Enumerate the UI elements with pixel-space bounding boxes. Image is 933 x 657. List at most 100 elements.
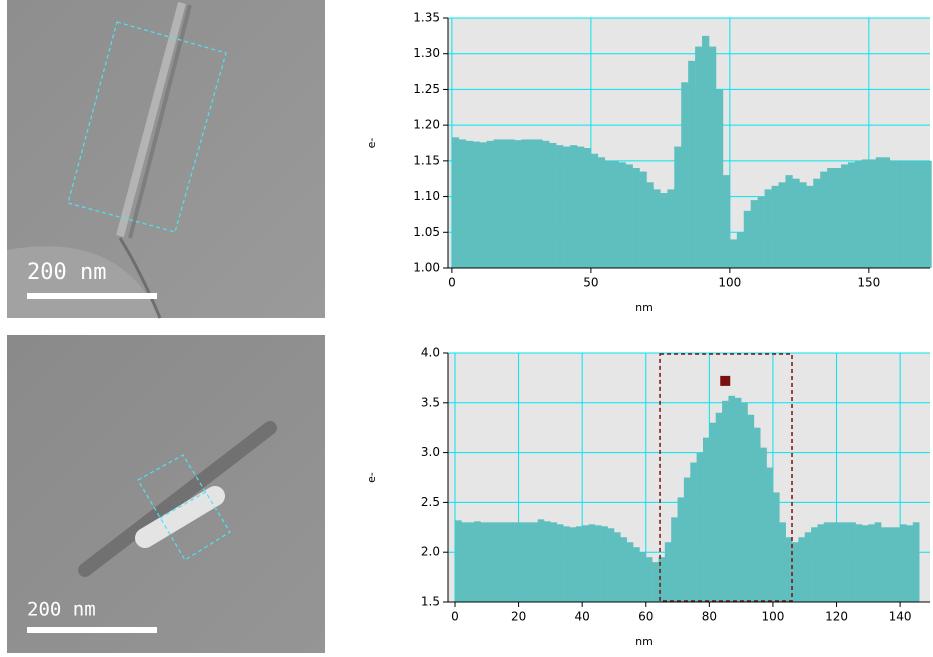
bar: [881, 527, 888, 602]
bar: [906, 525, 914, 602]
micrograph-top: 200 nm: [7, 0, 325, 319]
bar: [500, 139, 508, 268]
bar: [521, 139, 529, 268]
selection-region: [659, 353, 793, 602]
bar: [639, 552, 647, 602]
y-tick-label: 1.20: [413, 118, 440, 132]
bar: [479, 142, 487, 268]
bar: [454, 520, 462, 602]
bar: [760, 447, 767, 602]
marker: [720, 375, 731, 386]
bar: [785, 175, 793, 268]
bar: [583, 148, 592, 268]
bar: [486, 522, 494, 602]
bar: [715, 89, 724, 268]
x-tick-label: 60: [638, 610, 653, 624]
bar: [743, 210, 752, 268]
bar: [875, 157, 884, 268]
bar: [474, 521, 481, 602]
bar: [702, 35, 710, 268]
bar: [683, 477, 691, 602]
bar: [772, 492, 780, 602]
bar: [734, 397, 742, 602]
bar: [618, 162, 626, 268]
bar: [753, 427, 761, 602]
bar: [874, 522, 882, 602]
bar: [632, 168, 640, 268]
bar: [728, 395, 736, 602]
micrograph-bottom: 200 nm: [7, 335, 325, 653]
bar: [601, 526, 608, 602]
bar: [613, 532, 621, 602]
bar: [792, 542, 799, 602]
bar: [806, 185, 814, 268]
bar: [841, 164, 849, 268]
x-tick-label: 100: [718, 276, 741, 290]
bar: [664, 542, 672, 602]
x-axis-title: nm: [635, 635, 653, 648]
bar: [820, 171, 828, 268]
y-axis-title: e-: [365, 138, 378, 149]
bar: [823, 522, 831, 602]
bar: [677, 497, 685, 602]
bar: [563, 146, 571, 268]
bar: [625, 164, 633, 268]
scale-label: 200 nm: [27, 599, 96, 621]
x-tick-label: 120: [825, 610, 848, 624]
bar: [652, 562, 659, 602]
x-tick-label: 150: [857, 276, 880, 290]
bar: [493, 139, 501, 268]
bar: [528, 139, 536, 268]
bar: [861, 159, 870, 268]
bar: [903, 160, 911, 268]
bar: [512, 522, 519, 602]
bar: [792, 178, 800, 268]
bar: [607, 528, 615, 602]
y-tick-label: 2.0: [421, 545, 440, 559]
bar: [889, 160, 897, 268]
bar: [695, 46, 703, 269]
bar: [830, 522, 837, 602]
bar: [626, 542, 634, 602]
y-tick-label: 4.0: [421, 346, 440, 360]
bar: [722, 400, 729, 602]
bar: [524, 522, 532, 602]
y-tick-label: 1.25: [413, 82, 440, 96]
bar: [645, 557, 653, 602]
y-tick-label: 3.0: [421, 445, 440, 459]
bar: [667, 189, 675, 268]
bar: [882, 157, 890, 268]
bar: [594, 525, 602, 602]
bar: [893, 527, 901, 602]
x-tick-label: 20: [511, 610, 526, 624]
y-tick-label: 1.30: [413, 46, 440, 60]
bar: [556, 145, 564, 268]
bar: [576, 146, 585, 268]
bar: [855, 524, 863, 602]
bar: [688, 60, 696, 268]
bar: [868, 159, 877, 268]
bar: [544, 521, 551, 602]
y-tick-label: 3.5: [421, 395, 440, 409]
bar: [887, 527, 895, 602]
bar: [910, 160, 918, 268]
bar: [690, 462, 697, 602]
bar: [597, 157, 606, 268]
bar: [804, 532, 812, 602]
bar: [836, 522, 844, 602]
bar: [563, 526, 570, 602]
bar: [493, 522, 500, 602]
bar: [569, 527, 577, 602]
bar: [486, 140, 494, 268]
x-tick-label: 50: [583, 276, 598, 290]
bar: [550, 522, 558, 602]
bar: [639, 171, 647, 268]
bar: [702, 437, 710, 602]
bar: [771, 185, 779, 268]
y-tick-label: 1.15: [413, 153, 440, 167]
y-tick-label: 1.05: [413, 225, 440, 239]
bar: [646, 182, 654, 268]
bar: [778, 182, 786, 268]
bar: [827, 168, 835, 268]
